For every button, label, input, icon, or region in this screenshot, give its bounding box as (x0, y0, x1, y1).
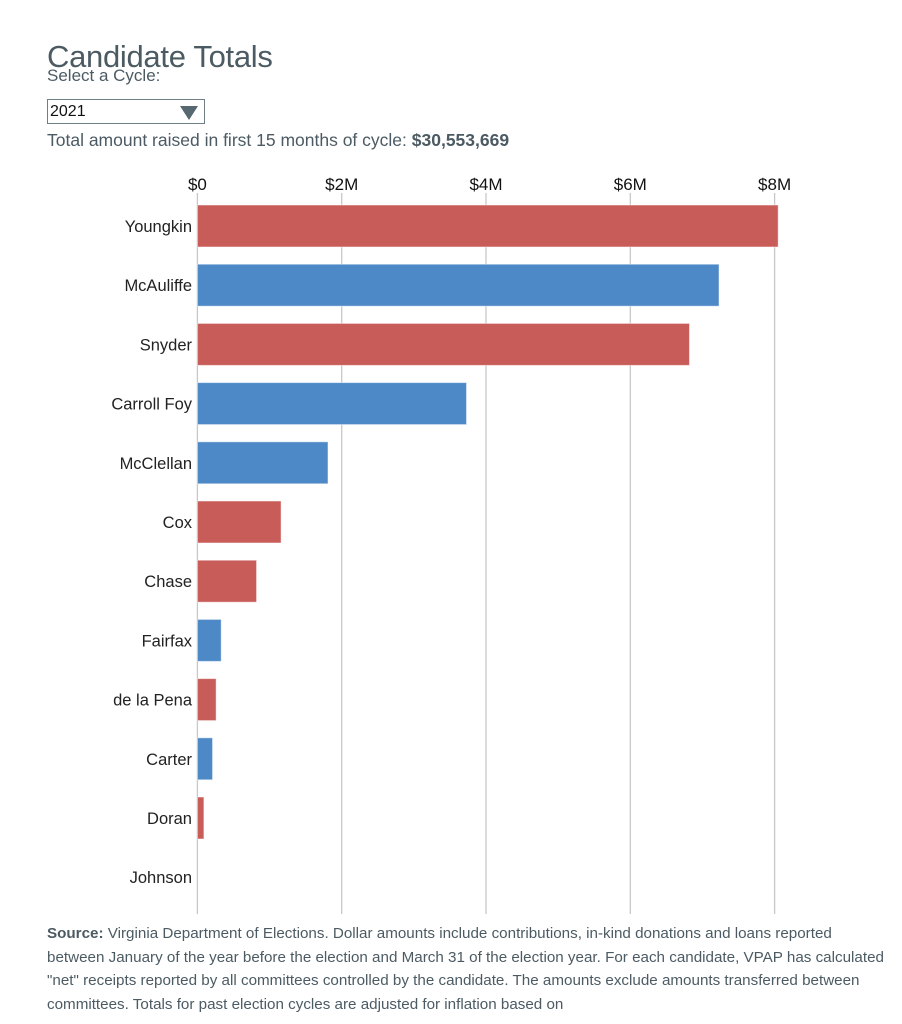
bars (196, 204, 779, 840)
total-raised-label: Total amount raised in first 15 months o… (47, 130, 407, 150)
candidate-label: Chase (144, 573, 192, 591)
total-raised: Total amount raised in first 15 months o… (47, 130, 509, 151)
source-note: Source: Virginia Department of Elections… (47, 922, 887, 1017)
bar-mcclellan[interactable] (196, 441, 329, 485)
bar-doran[interactable] (196, 796, 205, 840)
x-tick-label: $4M (469, 175, 502, 194)
candidate-label: Carter (146, 751, 192, 769)
candidate-label: Doran (147, 810, 192, 828)
bar-mcauliffe[interactable] (196, 263, 720, 307)
bar-fairfax[interactable] (196, 618, 222, 662)
bar-cox[interactable] (196, 500, 282, 544)
candidate-label: Fairfax (142, 632, 193, 650)
y-axis-labels: Youngkin McAuliffe Snyder Carroll Foy McClel… (111, 218, 193, 887)
source-label: Source: (47, 925, 104, 942)
x-tick-label: $8M (758, 175, 791, 194)
x-tick-label: $6M (614, 175, 647, 194)
bar-snyder[interactable] (196, 322, 690, 366)
candidate-label: McClellan (120, 455, 192, 473)
candidate-label: Snyder (140, 336, 193, 354)
gridlines (196, 193, 776, 914)
bar-carter[interactable] (196, 737, 214, 781)
candidate-totals-chart: $0 $2M $4M $6M $8M Youngkin McAuliffe Snyder Ca… (111, 175, 791, 914)
candidate-label: de la Pena (113, 692, 193, 710)
cycle-dropdown[interactable]: 2021 (47, 99, 205, 124)
candidate-label: Youngkin (125, 218, 192, 236)
candidate-label: Johnson (130, 869, 192, 887)
chevron-down-icon (180, 106, 198, 120)
candidate-label: Carroll Foy (111, 396, 192, 414)
x-tick-label: $2M (325, 175, 358, 194)
cycle-select-label: Select a Cycle: (47, 66, 161, 85)
source-text: Virginia Department of Elections. Dollar… (47, 925, 884, 1014)
x-tick-label: $0 (188, 175, 207, 194)
bar-youngkin[interactable] (196, 204, 779, 248)
candidate-label: Cox (163, 514, 193, 532)
page-title: Candidate Totals (47, 38, 273, 74)
x-axis-ticks: $0 $2M $4M $6M $8M (188, 175, 791, 194)
bar-carroll-foy[interactable] (196, 382, 468, 426)
total-raised-value: $30,553,669 (411, 130, 510, 150)
cycle-dropdown-value: 2021 (50, 103, 86, 120)
candidate-label: McAuliffe (124, 277, 192, 295)
bar-chase[interactable] (196, 559, 258, 603)
bar-de-la-pena[interactable] (196, 678, 217, 722)
